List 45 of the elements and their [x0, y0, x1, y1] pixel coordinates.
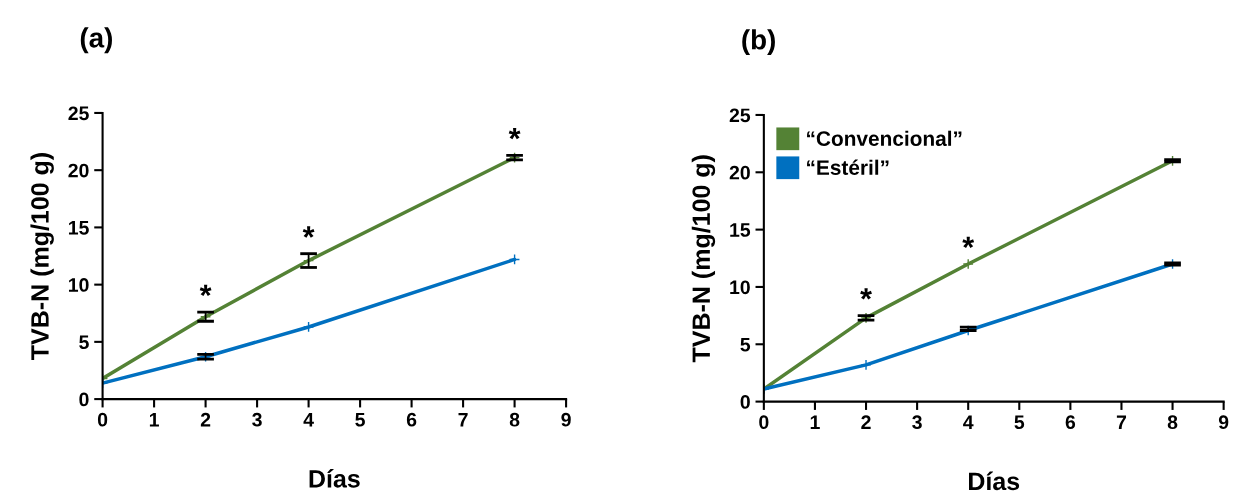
y-tick-label: 20: [729, 165, 750, 180]
y-axis-title: TVB-N (mg/100 g): [30, 153, 54, 360]
x-tick-label: 0: [759, 415, 769, 430]
x-tick-label: 9: [561, 412, 571, 427]
x-tick-label: 3: [252, 412, 262, 427]
x-tick-label: 3: [912, 415, 922, 430]
x-tick-label: 5: [355, 413, 365, 427]
x-tick-label: 5: [1014, 415, 1025, 430]
y-tick-label: 5: [79, 335, 89, 350]
annotation: *: [962, 236, 975, 249]
x-tick-label: 1: [149, 413, 159, 427]
x-tick-label: 8: [509, 412, 520, 427]
x-axis-title: Días: [309, 469, 360, 488]
x-tick-label: 4: [963, 415, 974, 429]
legend-label: “Estéril”: [807, 159, 889, 175]
y-axis-title: TVB-N (mg/100 g): [691, 155, 716, 363]
x-tick-label: 0: [97, 412, 108, 427]
x-tick-label: 7: [458, 413, 468, 427]
y-tick-label: 20: [68, 163, 89, 178]
y-tick-label: 10: [68, 278, 89, 292]
x-tick-label: 7: [1116, 415, 1127, 429]
chart-title: (a): [80, 27, 112, 54]
legend-label: “Convencional”: [807, 130, 962, 146]
x-tick-label: 8: [1167, 415, 1178, 430]
y-tick-label: 0: [79, 392, 89, 407]
annotation: *: [199, 284, 212, 297]
x-tick-label: 6: [1065, 415, 1076, 430]
x-tick-label: 4: [303, 413, 314, 427]
annotation: *: [508, 127, 521, 140]
y-tick-label: 15: [68, 221, 89, 235]
y-tick-label: 5: [740, 337, 751, 352]
chart-title: (b): [742, 29, 775, 56]
annotation: *: [302, 226, 315, 238]
x-tick-label: 9: [1218, 415, 1229, 430]
annotation: *: [860, 288, 872, 300]
x-tick-label: 1: [810, 415, 820, 429]
y-tick-label: 25: [729, 108, 751, 123]
y-tick-label: 10: [730, 280, 750, 295]
y-tick-label: 0: [740, 395, 750, 409]
y-tick-label: 15: [730, 223, 751, 237]
x-tick-label: 2: [200, 412, 211, 427]
x-tick-label: 6: [406, 412, 417, 427]
x-tick-label: 2: [861, 415, 871, 429]
x-axis-title: Días: [969, 471, 1020, 491]
y-tick-label: 25: [68, 106, 89, 121]
